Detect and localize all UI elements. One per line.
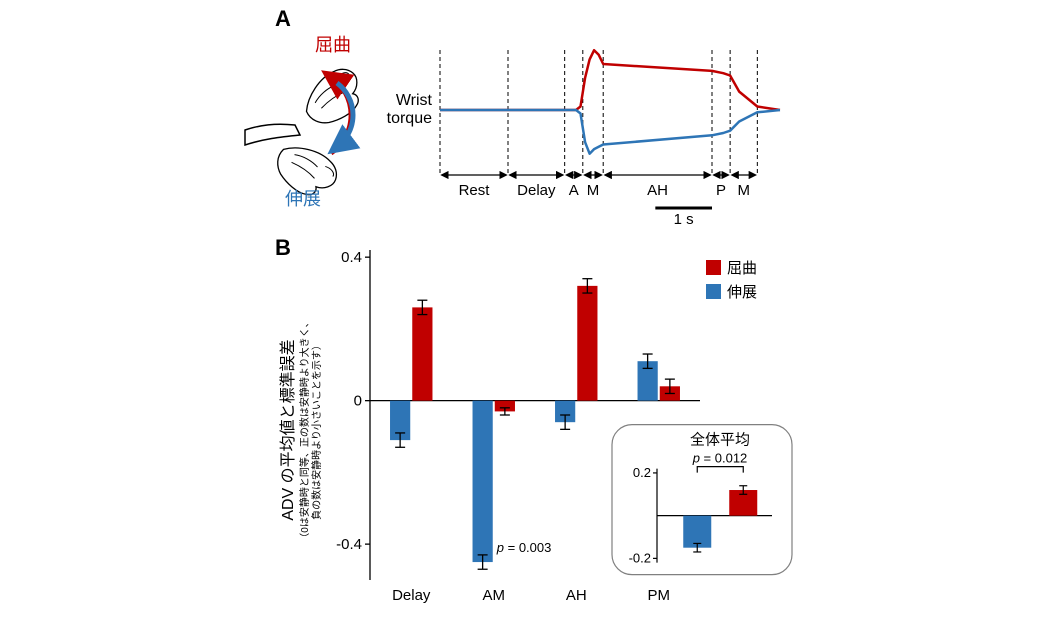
p-value-annotation: p = 0.003 xyxy=(496,540,552,555)
legend-swatch xyxy=(706,284,721,299)
bar xyxy=(412,307,432,400)
flexion-label: 屈曲 xyxy=(315,35,351,55)
panel-a-svg: 屈曲 伸展 Wrist torque Rest Delay AM AH PM 1 s xyxy=(240,15,800,230)
x-tick-label: Delay xyxy=(392,587,431,604)
legend-swatch xyxy=(706,260,721,275)
inset-p-value: p = 0.012 xyxy=(692,451,748,466)
legend-label: 屈曲 xyxy=(727,260,757,277)
inset-y-tick-label: 0.2 xyxy=(633,465,651,480)
bar xyxy=(473,401,493,562)
epoch-label: AH xyxy=(647,182,668,199)
x-tick-label: AM xyxy=(483,587,506,604)
panel-b-yaxis-label: ADV の平均値と標準誤差 （0は安静時と同等、正の数は安静時より大きく、 負の… xyxy=(279,317,323,542)
panel-a-ylabel-line1: Wrist xyxy=(396,92,433,109)
panel-a: 屈曲 伸展 Wrist torque Rest Delay AM AH PM 1 s xyxy=(240,15,800,230)
inset-title: 全体平均 xyxy=(690,431,750,449)
inset-y-tick-label: -0.2 xyxy=(629,550,651,565)
epoch-label: Rest xyxy=(459,182,491,199)
torque-curve xyxy=(440,50,780,110)
panel-b-yaxis-label-main: ADV の平均値と標準誤差 xyxy=(279,339,297,520)
figure-root: A xyxy=(0,0,1038,638)
legend-label: 伸展 xyxy=(727,284,757,301)
panel-b-svg: ADV の平均値と標準誤差 （0は安静時と同等、正の数は安静時より大きく、 負の… xyxy=(260,240,820,620)
y-tick-label: 0 xyxy=(354,393,362,410)
epoch-label: Delay xyxy=(517,182,556,199)
epoch-label: AM xyxy=(569,182,600,199)
y-tick-label: 0.4 xyxy=(341,249,362,266)
epoch-label: PM xyxy=(716,182,750,199)
bar xyxy=(577,286,597,401)
extension-label: 伸展 xyxy=(285,189,321,209)
panel-a-ylabel-line2: torque xyxy=(387,110,432,127)
x-tick-label: AH xyxy=(566,587,587,604)
panel-b-plot: -0.4 0 0.4 Delay AM AH PM p = 0.003 屈曲伸展全体平均 p = … xyxy=(336,249,792,604)
y-tick-label: -0.4 xyxy=(336,536,362,553)
panel-b: ADV の平均値と標準誤差 （0は安静時と同等、正の数は安静時より大きく、 負の… xyxy=(260,240,820,620)
hand-drawing: 屈曲 伸展 xyxy=(245,35,371,209)
panel-b-yaxis-label-sub1: （0は安静時と同等、正の数は安静時より大きく、 xyxy=(298,317,311,542)
torque-plot: Wrist torque Rest Delay AM AH PM 1 s xyxy=(387,50,780,228)
scale-bar-label: 1 s xyxy=(674,211,694,228)
panel-b-yaxis-label-sub2: 負の数は安静時より小さいことを示す） xyxy=(310,340,323,520)
torque-curve xyxy=(440,110,780,154)
x-tick-label: PM xyxy=(648,587,671,604)
